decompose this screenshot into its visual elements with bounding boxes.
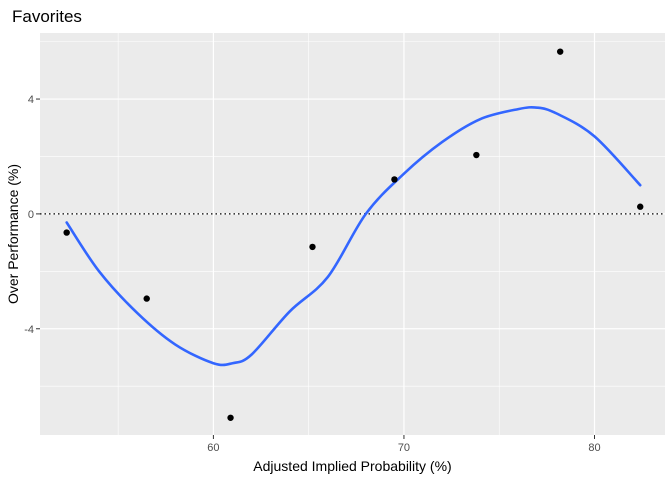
y-tick-label: -4	[24, 324, 34, 336]
data-point	[309, 243, 316, 251]
x-axis-ticks: 60 70 80	[207, 435, 601, 454]
x-tick-label: 80	[588, 442, 600, 454]
data-points	[63, 48, 644, 421]
x-tick-label: 60	[207, 442, 219, 454]
data-point	[63, 229, 70, 236]
data-point	[556, 48, 564, 55]
data-point	[637, 203, 644, 210]
data-point	[391, 176, 398, 183]
data-point	[473, 151, 480, 159]
data-point	[143, 295, 150, 302]
y-axis-title: Over Performance (%)	[5, 164, 21, 304]
x-axis-title: Adjusted Implied Probability (%)	[253, 458, 451, 474]
y-tick-label: 0	[28, 209, 34, 221]
grid-major	[40, 33, 665, 435]
y-axis-ticks: -4 0 4	[24, 94, 40, 336]
chart-title: Favorites	[12, 7, 82, 26]
data-point	[227, 414, 234, 421]
x-tick-label: 70	[398, 442, 410, 454]
y-tick-label: 4	[28, 94, 34, 106]
grid-minor	[40, 33, 665, 435]
smooth-trend-line	[65, 105, 642, 367]
